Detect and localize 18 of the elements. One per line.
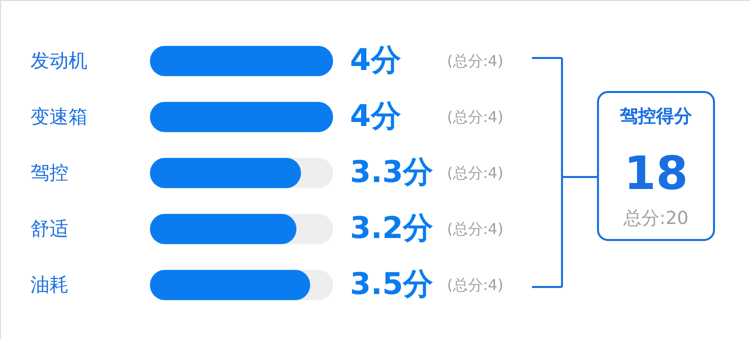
y-tick-label: 变速箱 — [30, 106, 88, 128]
text: 驾控得分 — [619, 106, 693, 127]
text: (总分:4) — [447, 276, 504, 294]
text: (总分:4) — [447, 108, 504, 126]
data-label: 3.3分 — [350, 155, 434, 190]
text: 总分:20 — [622, 208, 688, 229]
data-label: 4分 — [350, 99, 401, 134]
text: (总分:4) — [447, 164, 504, 182]
y-tick-label: 舒适 — [30, 218, 68, 240]
y-tick-label: 驾控 — [30, 162, 68, 184]
data-label: 4分 — [350, 43, 401, 78]
y-tick-label: 油耗 — [30, 274, 68, 296]
y-tick-label: 发动机 — [30, 50, 88, 72]
data-label: 3.5分 — [350, 267, 434, 302]
text: (总分:4) — [447, 220, 504, 238]
text: 18 — [624, 146, 688, 200]
text: (总分:4) — [447, 52, 504, 70]
data-label: 3.2分 — [350, 211, 434, 246]
